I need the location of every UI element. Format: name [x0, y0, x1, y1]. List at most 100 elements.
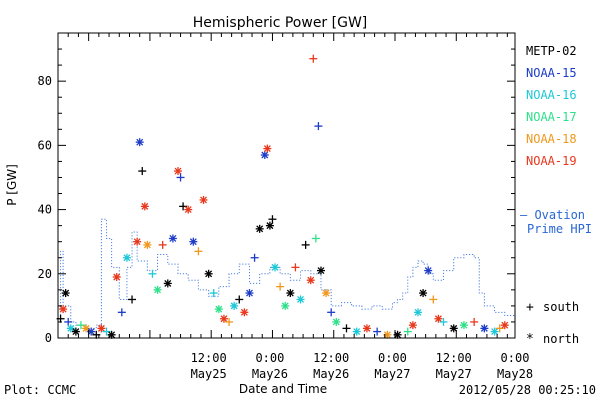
- south-point: [291, 263, 300, 272]
- ovation-legend-line1: – Ovation: [520, 208, 585, 222]
- marker-legend-north: * north: [526, 332, 579, 347]
- north-point: [490, 327, 499, 336]
- x-axis-label: Date and Time: [239, 382, 327, 396]
- north-point: [459, 321, 468, 330]
- south-point: [470, 317, 479, 326]
- chart-title: Hemispheric Power [GW]: [193, 15, 368, 31]
- north-point: [122, 253, 131, 262]
- x-tick-date-label: May26: [252, 367, 288, 381]
- legend-entry: NOAA-16: [526, 88, 577, 102]
- north-point: [480, 324, 489, 333]
- south-point: [209, 289, 218, 298]
- north-point: [184, 205, 193, 214]
- north-point: [332, 317, 341, 326]
- north-point: [173, 167, 182, 176]
- north-point: [352, 327, 361, 336]
- ovation-step-line: [58, 218, 515, 329]
- north-point: [296, 295, 305, 304]
- plot-frame: [57, 32, 516, 339]
- y-axis-label: P [GW]: [5, 164, 19, 206]
- north-point: [500, 321, 509, 330]
- y-tick-label: 40: [38, 203, 52, 217]
- north-point: [199, 195, 208, 204]
- south-point: [64, 317, 73, 326]
- x-tick-date-label: May28: [497, 367, 533, 381]
- north-point: [240, 308, 249, 317]
- x-tick-time-label: 12:00: [191, 351, 227, 365]
- north-point: [306, 276, 315, 285]
- south-point: [314, 122, 323, 131]
- north-point: [189, 237, 198, 246]
- north-point: [393, 330, 402, 339]
- south-point: [235, 295, 244, 304]
- legend-entry: NOAA-19: [526, 154, 577, 168]
- ovation-legend-line2: Prime HPI: [527, 222, 592, 236]
- legend-entry: NOAA-17: [526, 110, 577, 124]
- south-point: [138, 167, 147, 176]
- north-point: [271, 263, 280, 272]
- north-point: [219, 314, 228, 323]
- north-point: [230, 301, 239, 310]
- south-point: [268, 215, 277, 224]
- north-point: [168, 234, 177, 243]
- south-symbol: +: [526, 300, 534, 315]
- x-tick-time-label: 12:00: [313, 351, 349, 365]
- north-point: [316, 266, 325, 275]
- south-point: [309, 54, 318, 63]
- y-tick-label: 80: [38, 74, 52, 88]
- x-tick-date-label: May25: [191, 367, 227, 381]
- north-point: [263, 144, 272, 153]
- south-point: [373, 327, 382, 336]
- south-point: [158, 240, 167, 249]
- north-symbol: *: [526, 332, 534, 347]
- footer-left: Plot: CCMC: [4, 383, 76, 397]
- north-point: [419, 289, 428, 298]
- legend-entry: NOAA-18: [526, 132, 577, 146]
- north-point: [143, 240, 152, 249]
- north-point: [265, 221, 274, 230]
- north-point: [71, 327, 80, 336]
- legend-entry: NOAA-15: [526, 66, 577, 80]
- x-tick-time-label: 0:00: [378, 351, 407, 365]
- north-point: [281, 301, 290, 310]
- x-tick-date-label: May27: [436, 367, 472, 381]
- north-point: [82, 324, 91, 333]
- north-label: north: [543, 332, 579, 346]
- north-point: [163, 279, 172, 288]
- south-point: [194, 247, 203, 256]
- north-point: [153, 285, 162, 294]
- north-point: [59, 305, 68, 314]
- north-point: [97, 324, 106, 333]
- south-point: [117, 308, 126, 317]
- ovation-prime-hpi-line: [58, 218, 515, 329]
- north-point: [362, 324, 371, 333]
- data-points: [56, 54, 509, 339]
- south-point: [327, 308, 336, 317]
- x-tick-time-label: 0:00: [255, 351, 284, 365]
- north-point: [135, 138, 144, 147]
- north-point: [61, 289, 70, 298]
- north-point: [413, 308, 422, 317]
- south-point: [403, 327, 412, 336]
- x-tick-time-label: 0:00: [501, 351, 530, 365]
- north-point: [260, 151, 269, 159]
- south-point: [176, 173, 185, 182]
- south-point: [250, 253, 259, 262]
- ovation-legend-label: – Ovation Prime HPI: [520, 208, 592, 236]
- south-point: [429, 295, 438, 304]
- north-point: [322, 289, 331, 298]
- north-point: [245, 289, 254, 298]
- x-tick-time-label: 12:00: [436, 351, 472, 365]
- legend-entry: METP-02: [526, 44, 577, 58]
- y-tick-label: 60: [38, 138, 52, 152]
- south-point: [148, 269, 157, 278]
- south-label: south: [543, 300, 579, 314]
- x-tick-date-label: May26: [313, 367, 349, 381]
- south-point: [128, 295, 137, 304]
- y-axis: 0 20 40 60 80: [38, 48, 515, 345]
- marker-legend-south: + south: [526, 300, 579, 315]
- north-point: [434, 314, 443, 323]
- north-point: [255, 224, 264, 233]
- north-point: [408, 321, 417, 330]
